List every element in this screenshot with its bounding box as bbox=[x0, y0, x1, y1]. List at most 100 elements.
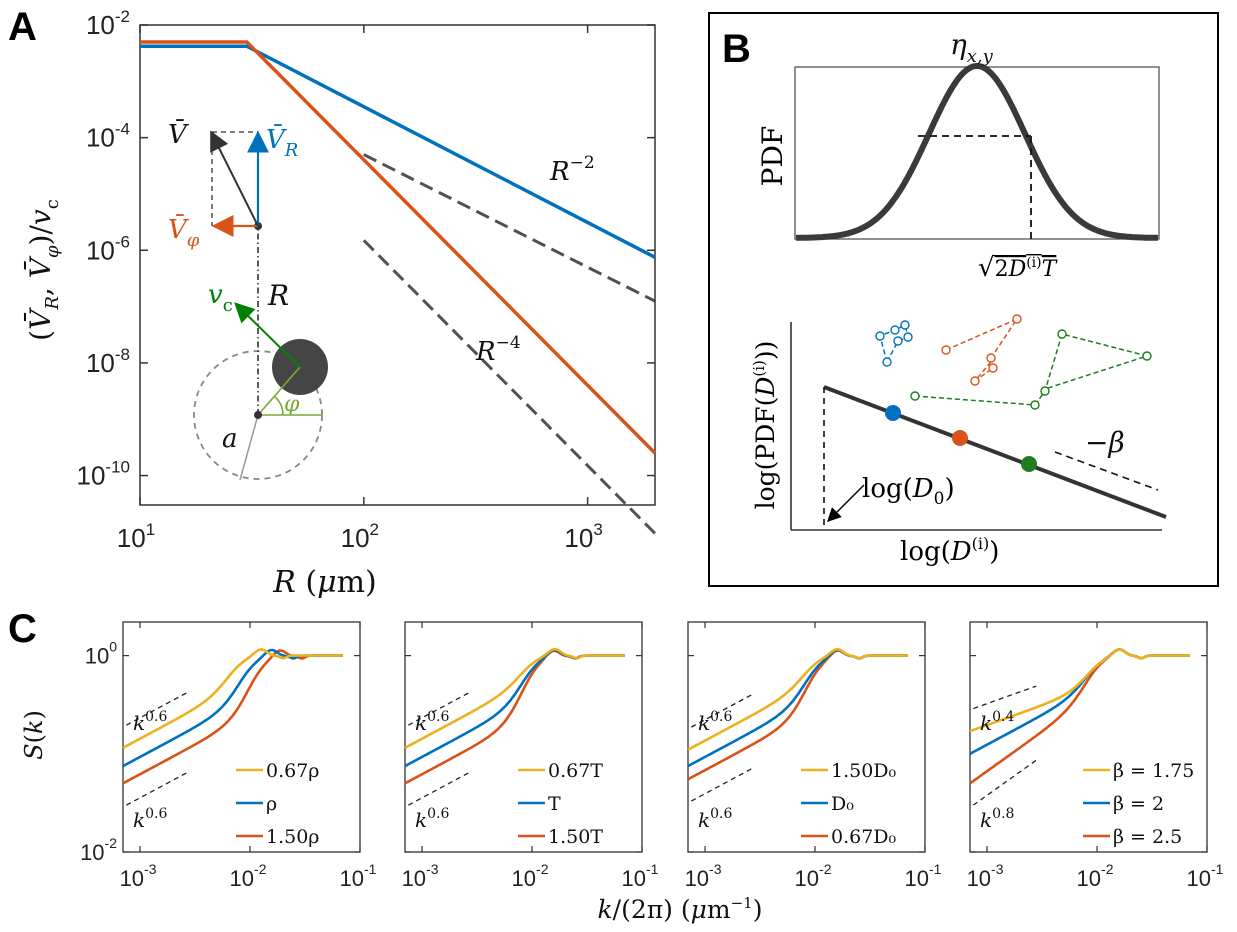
panel-a-ylabel: (V̄R, V̄φ)/vc bbox=[23, 199, 63, 341]
a-ytick-label-3: 10-8 bbox=[86, 345, 130, 378]
c2-slope-guide-0 bbox=[690, 692, 755, 728]
c1-xtick-label-2: 10-1 bbox=[622, 861, 659, 891]
angle-arc bbox=[273, 395, 284, 416]
panel-c-ylabel: S(k) bbox=[20, 710, 48, 760]
c3-legend-label-0: β = 1.75 bbox=[1113, 760, 1194, 782]
label-vbar: V̄ bbox=[168, 118, 189, 150]
width-label: √2D(i)T bbox=[978, 253, 1059, 283]
c3-xtick-label-1: 10-2 bbox=[1077, 861, 1114, 891]
c-frame-0 bbox=[122, 621, 361, 853]
panel-a-inset: V̄ V̄R V̄φ vc R a φ bbox=[168, 118, 328, 481]
c2-slope-guide-1 bbox=[690, 766, 755, 802]
svg-text:PDF: PDF bbox=[756, 126, 789, 187]
panel-label-b: B bbox=[722, 27, 751, 71]
c3-slope-guide-1 bbox=[972, 759, 1037, 806]
c1-slope-label-1: k0.6 bbox=[415, 806, 449, 832]
c-subplot-1: 10-3 10-2 10-1 k0.6 k0.6 0.67T T 1.50T bbox=[402, 621, 659, 891]
point-green bbox=[1021, 456, 1037, 472]
loglog-ylabel: log(PDF(D(i))) bbox=[750, 341, 780, 510]
c0-slope-label-1: k0.6 bbox=[133, 806, 167, 832]
trajectory-nodes bbox=[875, 314, 1152, 410]
a-ytick-label-1: 10-4 bbox=[86, 120, 130, 153]
gaussian-curve bbox=[795, 63, 1159, 241]
c0-slope-guide-0 bbox=[125, 690, 190, 726]
c3-legend-label-2: β = 2.5 bbox=[1113, 826, 1182, 848]
c-subplot-3: 10-3 10-2 10-1 k0.4 k0.8 β = 1.75 β = 2 β = 2.5 bbox=[967, 621, 1224, 891]
c2-slope-label-1: k0.6 bbox=[698, 806, 732, 832]
eta-label: ηx,y bbox=[950, 28, 994, 67]
power-law-line bbox=[823, 385, 1167, 519]
c3-xtick-label-0: 10-3 bbox=[967, 861, 1004, 891]
radius-a-line bbox=[239, 414, 259, 481]
c0-xtick-label-0: 10-3 bbox=[120, 861, 157, 891]
c3-slope-label-1: k0.8 bbox=[980, 806, 1014, 832]
c2-xtick-label-2: 10-1 bbox=[905, 861, 942, 891]
c1-legend-label-2: 1.50T bbox=[548, 826, 603, 848]
c-subplot-2: 10-3 10-2 10-1 k0.6 k0.6 1.50D₀ D₀ 0.67D₀ bbox=[685, 621, 942, 891]
cutoff-arrow bbox=[827, 484, 865, 522]
panel-c-charts: 10-3 10-2 10-110010-2k0.6k0.60.67ρρ1.50ρ10… bbox=[80, 621, 1224, 891]
panel-b-schematic: ηx,y PDF √2D(i)T −β log(D0) log(D(i)) lo… bbox=[708, 12, 1219, 587]
label-r-minus-4: R−4 bbox=[475, 333, 521, 367]
panel-a-xlabel: R (μm) bbox=[272, 565, 377, 600]
c2-xtick-label-1: 10-2 bbox=[795, 861, 832, 891]
c0-slope-label-0: k0.6 bbox=[133, 709, 167, 735]
a-xtick-label-1: 102 bbox=[341, 520, 379, 553]
svg-text:log(PDF(D(i))): log(PDF(D(i))) bbox=[750, 341, 780, 510]
slope-guide bbox=[1054, 451, 1159, 491]
a-series-0 bbox=[140, 44, 656, 259]
pdf-frame bbox=[794, 66, 1160, 240]
c-frame-1 bbox=[404, 621, 643, 853]
c0-xtick-label-1: 10-2 bbox=[230, 861, 267, 891]
c1-series-0 bbox=[404, 647, 625, 750]
c0-legend-label-2: 1.50ρ bbox=[266, 826, 319, 848]
c0-legend-label-0: 0.67ρ bbox=[266, 760, 319, 782]
c1-slope-label-0: k0.6 bbox=[415, 709, 449, 735]
trajectories bbox=[879, 317, 1150, 406]
pdf-ylabel: PDF bbox=[756, 126, 789, 187]
c0-xtick-label-2: 10-1 bbox=[340, 861, 377, 891]
loglog-xlabel: log(D(i)) bbox=[900, 534, 999, 567]
panel-label-c: C bbox=[8, 607, 37, 651]
a-reference-line-1 bbox=[362, 239, 657, 535]
point-orange bbox=[952, 430, 968, 446]
panel-a-series bbox=[140, 40, 657, 535]
c-ytick-label-1: 10-2 bbox=[80, 835, 117, 865]
panel-b-border bbox=[708, 12, 1219, 587]
c2-xtick-label-0: 10-3 bbox=[685, 861, 722, 891]
svg-text:(V̄R, V̄φ)/vc: (V̄R, V̄φ)/vc bbox=[23, 199, 63, 341]
label-vc: vc bbox=[208, 280, 233, 316]
c3-xtick-label-2: 10-1 bbox=[1187, 861, 1224, 891]
a-ytick-label-2: 10-6 bbox=[86, 232, 130, 265]
a-xtick-label-2: 103 bbox=[564, 520, 602, 553]
traj-orange bbox=[945, 317, 1020, 382]
panel-a-frame bbox=[139, 24, 656, 506]
c3-series-0 bbox=[969, 648, 1190, 733]
a-reference-line-0 bbox=[363, 153, 656, 303]
c2-legend-label-1: D₀ bbox=[831, 793, 854, 815]
label-r-minus-2: R−2 bbox=[549, 153, 595, 187]
label-r: R bbox=[267, 279, 289, 312]
traj-green bbox=[914, 333, 1150, 406]
label-vr: V̄R bbox=[266, 123, 298, 161]
svg-text:S(k): S(k) bbox=[20, 710, 48, 760]
cutoff-label: log(D0) bbox=[862, 474, 955, 509]
c-ytick-label-0: 100 bbox=[85, 639, 117, 669]
c0-slope-guide-1 bbox=[125, 770, 190, 806]
c3-legend-label-1: β = 2 bbox=[1113, 793, 1164, 815]
panel-c-xlabel: k/(2π) (μm−1) bbox=[598, 894, 763, 924]
vc-arrow bbox=[234, 302, 301, 368]
c2-slope-label-0: k0.6 bbox=[698, 709, 732, 735]
label-a: a bbox=[222, 424, 238, 454]
c1-xtick-label-0: 10-3 bbox=[402, 861, 439, 891]
c1-legend-label-0: 0.67T bbox=[548, 760, 603, 782]
c0-legend-label-1: ρ bbox=[266, 793, 277, 815]
label-phi: φ bbox=[284, 392, 300, 417]
panel-a-axes: 101 102 103 10-2 10-4 10-6 10-8 10-10 bbox=[77, 7, 655, 553]
a-xtick-label-0: 101 bbox=[117, 520, 155, 553]
a-ytick-label-4: 10-10 bbox=[77, 458, 131, 491]
c2-series-0 bbox=[687, 648, 908, 751]
c1-legend-label-1: T bbox=[548, 793, 561, 815]
